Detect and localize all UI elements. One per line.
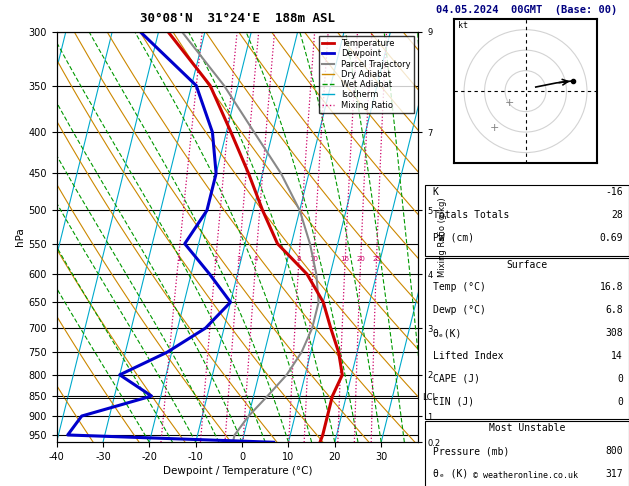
Text: 20: 20 xyxy=(356,256,365,261)
Text: 8: 8 xyxy=(297,256,301,261)
Text: Temp (°C): Temp (°C) xyxy=(433,282,486,293)
Text: 30°08'N  31°24'E  188m ASL: 30°08'N 31°24'E 188m ASL xyxy=(140,12,335,25)
Text: © weatheronline.co.uk: © weatheronline.co.uk xyxy=(473,471,577,480)
Text: Totals Totals: Totals Totals xyxy=(433,210,509,220)
Text: CAPE (J): CAPE (J) xyxy=(433,374,480,384)
Text: 2: 2 xyxy=(213,256,218,261)
Text: 308: 308 xyxy=(605,328,623,338)
Text: 800: 800 xyxy=(605,446,623,456)
Text: PW (cm): PW (cm) xyxy=(433,233,474,243)
Text: LCL: LCL xyxy=(422,393,437,402)
Text: 0: 0 xyxy=(617,397,623,407)
Text: Mixing Ratio (g/kg): Mixing Ratio (g/kg) xyxy=(438,197,447,277)
Text: 25: 25 xyxy=(372,256,381,261)
Text: K: K xyxy=(433,187,438,197)
Bar xyxy=(425,258,629,419)
Text: 14: 14 xyxy=(611,351,623,361)
Text: 6.8: 6.8 xyxy=(605,305,623,315)
Text: 1: 1 xyxy=(176,256,181,261)
Text: 317: 317 xyxy=(605,469,623,479)
Text: +: + xyxy=(490,123,499,133)
Text: θₑ(K): θₑ(K) xyxy=(433,328,462,338)
Bar xyxy=(425,421,629,486)
Text: 16.8: 16.8 xyxy=(599,282,623,293)
Text: θₑ (K): θₑ (K) xyxy=(433,469,468,479)
Text: Pressure (mb): Pressure (mb) xyxy=(433,446,509,456)
Y-axis label: hPa: hPa xyxy=(16,227,26,246)
Text: 10: 10 xyxy=(309,256,318,261)
Text: 0: 0 xyxy=(617,374,623,384)
Text: Lifted Index: Lifted Index xyxy=(433,351,503,361)
Text: -16: -16 xyxy=(605,187,623,197)
Text: Dewp (°C): Dewp (°C) xyxy=(433,305,486,315)
Bar xyxy=(425,185,629,256)
Text: 16: 16 xyxy=(340,256,350,261)
Text: Surface: Surface xyxy=(506,260,547,270)
Text: kt: kt xyxy=(458,20,468,30)
Legend: Temperature, Dewpoint, Parcel Trajectory, Dry Adiabat, Wet Adiabat, Isotherm, Mi: Temperature, Dewpoint, Parcel Trajectory… xyxy=(319,36,414,113)
Text: 04.05.2024  00GMT  (Base: 00): 04.05.2024 00GMT (Base: 00) xyxy=(436,5,618,15)
Text: CIN (J): CIN (J) xyxy=(433,397,474,407)
Text: 4: 4 xyxy=(253,256,258,261)
Text: 0.69: 0.69 xyxy=(599,233,623,243)
Text: 3: 3 xyxy=(237,256,241,261)
X-axis label: Dewpoint / Temperature (°C): Dewpoint / Temperature (°C) xyxy=(163,466,312,476)
Text: +: + xyxy=(504,98,514,108)
Text: 28: 28 xyxy=(611,210,623,220)
Text: Most Unstable: Most Unstable xyxy=(489,423,565,434)
